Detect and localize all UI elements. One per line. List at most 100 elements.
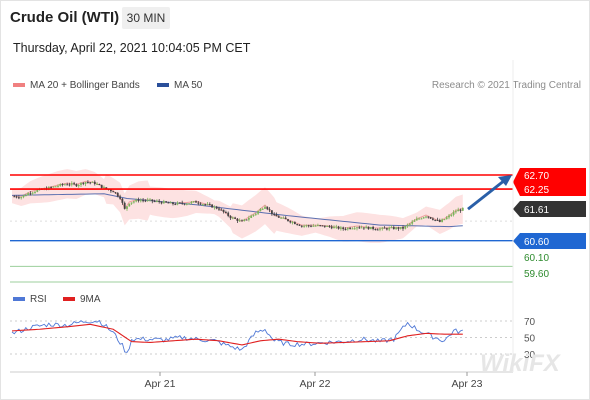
legend-9ma-swatch	[63, 297, 75, 302]
candle-body	[312, 225, 315, 227]
candle-body	[337, 226, 340, 229]
candle-body	[75, 184, 78, 187]
candle-body	[314, 225, 317, 227]
candle-body	[323, 225, 326, 227]
candle-body	[18, 197, 20, 199]
ma50-line	[11, 193, 463, 228]
candle-body	[418, 218, 420, 220]
rsi-tick-70: 70	[524, 317, 536, 328]
candle-body	[172, 202, 174, 205]
candle-body	[409, 223, 411, 225]
instrument-title: Crude Oil (WTI)	[10, 9, 120, 26]
candle-body	[333, 226, 335, 229]
candle-body	[119, 196, 121, 199]
candle-body	[29, 193, 32, 195]
research-credit: Research © 2021 Trading Central	[431, 80, 581, 91]
candle-body	[335, 226, 338, 228]
candle-body	[121, 198, 124, 203]
candle-body	[82, 182, 85, 184]
candle-body	[22, 195, 25, 198]
candle-body	[363, 227, 365, 229]
target-label-1: 60.10	[524, 253, 549, 264]
candle-body	[225, 211, 227, 213]
candle-body	[70, 183, 73, 185]
candle-body	[330, 226, 333, 229]
candle-body	[215, 206, 218, 209]
legend-ma50: MA 50	[157, 80, 202, 91]
candle-body	[365, 226, 368, 229]
bollinger-band	[12, 169, 463, 243]
candle-body	[248, 217, 250, 220]
candle-body	[264, 206, 266, 209]
candle-body	[404, 226, 407, 229]
candle-body	[406, 224, 409, 227]
candle-body	[319, 225, 322, 227]
candle-body	[174, 204, 177, 206]
candle-body	[229, 215, 232, 219]
candle-body	[340, 227, 342, 229]
candle-body	[328, 225, 331, 227]
pivot-label: 60.60	[524, 237, 549, 248]
candle-body	[15, 196, 18, 198]
candle-body	[422, 217, 425, 219]
candle-body	[376, 229, 379, 231]
candle-body	[397, 227, 400, 229]
candle-body	[351, 228, 354, 230]
candle-body	[372, 226, 374, 230]
candle-body	[284, 217, 287, 220]
candle-body	[231, 217, 234, 219]
candle-body	[192, 201, 195, 203]
candle-body	[139, 200, 142, 202]
candle-body	[20, 197, 23, 199]
target-label-2: 59.60	[524, 269, 549, 280]
candle-body	[259, 209, 262, 212]
candle-body	[234, 217, 236, 219]
candle-body	[261, 208, 264, 210]
candle-body	[89, 182, 92, 184]
candle-body	[236, 218, 239, 221]
candle-body	[296, 224, 299, 226]
timeframe-badge[interactable]: 30 MIN	[122, 7, 170, 29]
candle-body	[68, 184, 71, 186]
legend-rsi-swatch	[13, 297, 25, 302]
candle-body	[218, 208, 220, 210]
candle-body	[450, 214, 453, 216]
candle-body	[105, 187, 108, 189]
candle-body	[87, 182, 89, 184]
candle-body	[429, 217, 432, 219]
candle-body	[158, 200, 161, 203]
candle-body	[415, 218, 418, 221]
candle-body	[349, 227, 351, 229]
candle-body	[305, 225, 308, 227]
candle-body	[135, 199, 138, 202]
candle-body	[250, 215, 253, 218]
candle-body	[80, 182, 82, 185]
candle-body	[77, 184, 80, 187]
candle-body	[310, 225, 312, 227]
candle-body	[50, 187, 52, 189]
candle-body	[411, 221, 414, 224]
x-tick-apr-22: Apr 22	[300, 378, 331, 390]
candle-body	[268, 209, 271, 211]
candle-body	[252, 214, 255, 216]
candle-body	[61, 184, 64, 186]
candle-body	[142, 200, 144, 202]
rsi-tick-30: 30	[524, 350, 536, 361]
candle-body	[282, 217, 285, 219]
report-datetime: Thursday, April 22, 2021 10:04:05 PM CET	[13, 41, 251, 55]
candle-body	[344, 229, 347, 231]
candle-body	[245, 219, 248, 221]
candle-body	[457, 209, 460, 212]
candle-body	[436, 219, 439, 221]
candle-body	[438, 220, 441, 222]
candle-body	[208, 204, 211, 206]
candle-body	[227, 212, 230, 216]
candle-body	[383, 227, 386, 229]
candle-body	[73, 183, 75, 185]
candle-body	[213, 206, 216, 208]
candle-body	[294, 222, 296, 225]
candle-body	[54, 186, 57, 188]
candle-body	[291, 222, 294, 224]
